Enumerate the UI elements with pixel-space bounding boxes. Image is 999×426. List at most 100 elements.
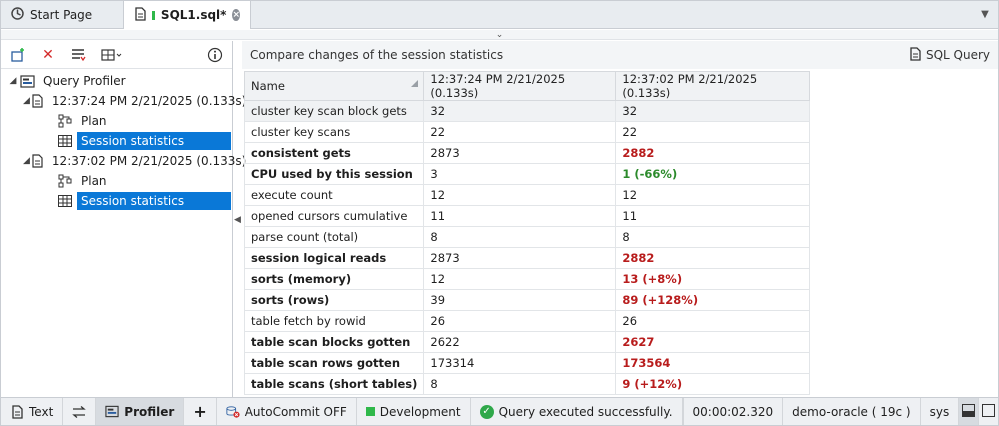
expand-arrow-icon[interactable]: ◢ [23,156,30,166]
cell-run-1[interactable]: 12 [423,184,617,206]
cell-run-1[interactable]: 39 [423,289,617,311]
compare-icon[interactable] [69,46,87,64]
cell-name[interactable]: table scans (short tables) [243,373,425,395]
sql-query-label: SQL Query [925,48,990,62]
cell-run-2[interactable]: 22 [615,121,811,143]
toggle-bottom-panel-button[interactable] [958,398,979,425]
cell-name[interactable]: cluster key scans [243,121,425,143]
tab-start-page[interactable]: Start Page [1,1,123,28]
table-row[interactable]: session logical reads 2873 2882 [243,247,811,269]
cell-run-2-increase[interactable]: 89 (+128%) [615,289,811,311]
cell-name[interactable]: execute count [243,184,425,206]
cell-run-2[interactable]: 11 [615,205,811,227]
cell-run-2[interactable]: 26 [615,310,811,332]
elapsed-time: 00:00:02.320 [682,398,784,425]
cell-name[interactable]: CPU used by this session [243,163,425,185]
tree-run-2-plan[interactable]: Plan [1,171,232,191]
tree-run-2-session-statistics[interactable]: Session statistics [1,191,232,211]
cell-run-1[interactable]: 2873 [423,247,617,269]
cell-run-2[interactable]: 8 [615,226,811,248]
table-row[interactable]: table fetch by rowid 26 26 [243,310,811,332]
tree-run-1-plan-label: Plan [81,114,107,128]
profiler-view-label: Profiler [124,404,175,419]
cell-run-1[interactable]: 32 [423,100,617,122]
expand-arrow-icon[interactable]: ◢ [23,96,30,106]
cell-run-1[interactable]: 22 [423,121,617,143]
collapse-panel-icon[interactable]: ◀ [234,215,241,225]
tree-run-1-plan[interactable]: Plan [1,111,232,131]
cell-run-1[interactable]: 11 [423,205,617,227]
cell-name[interactable]: sorts (memory) [243,268,425,290]
cell-run-1[interactable]: 26 [423,310,617,332]
column-header-run-2[interactable]: 12:37:02 PM 2/21/2025 (0.133s) [615,71,811,101]
table-row[interactable]: parse count (total) 8 8 [243,226,811,248]
tree-run-1[interactable]: ◢ 12:37:24 PM 2/21/2025 (0.133s) [1,91,246,111]
user-info[interactable]: sys [921,398,959,425]
tree-run-1-session-statistics[interactable]: Session statistics [1,131,232,151]
table-row[interactable]: sorts (memory) 12 13 (+8%) [243,268,811,290]
cell-run-2-increase[interactable]: 13 (+8%) [615,268,811,290]
add-view-button[interactable]: + [184,398,217,425]
sort-icon[interactable] [411,80,419,87]
table-row[interactable]: cluster key scan block gets 32 32 [243,100,811,122]
table-row[interactable]: sorts (rows) 39 89 (+128%) [243,289,811,311]
tree-run-2[interactable]: ◢ 12:37:02 PM 2/21/2025 (0.133s) [1,151,246,171]
environment-color-icon [365,407,375,416]
info-icon[interactable] [206,46,224,64]
column-header-name[interactable]: Name [243,71,425,101]
environment-indicator[interactable]: Development [357,398,471,425]
cell-name[interactable]: session logical reads [243,247,425,269]
sql-query-button[interactable]: SQL Query [909,46,990,64]
tab-list-dropdown-icon[interactable]: ▼ [981,9,989,20]
text-view-button[interactable]: Text [1,398,64,425]
cell-run-1[interactable]: 12 [423,268,617,290]
cell-run-2-increase[interactable]: 2627 [615,331,811,353]
table-row[interactable]: table scans (short tables) 8 9 (+12%) [243,373,811,395]
expand-arrow-icon[interactable]: ◢ [9,76,17,86]
tab-sql1[interactable]: SQL1.sql* × [123,1,251,29]
cell-run-1[interactable]: 2873 [423,142,617,164]
maximize-panel-button[interactable] [978,398,998,425]
column-header-run-1[interactable]: 12:37:24 PM 2/21/2025 (0.133s) [423,71,617,101]
cell-run-1[interactable]: 2622 [423,331,617,353]
profiler-tree-panel: ✕ ◢ Query Profiler ◢ [1,41,246,397]
profiler-view-button[interactable]: Profiler [96,398,185,425]
table-row[interactable]: opened cursors cumulative 11 11 [243,205,811,227]
cell-run-1[interactable]: 8 [423,226,617,248]
switch-view-button[interactable] [63,398,97,425]
cell-run-2-decrease[interactable]: 1 (-66%) [615,163,811,185]
table-row[interactable]: table scan rows gotten 173314 173564 [243,352,811,374]
cell-run-2[interactable]: 32 [615,100,811,122]
table-row[interactable]: CPU used by this session 3 1 (-66%) [243,163,811,185]
cell-name[interactable]: table scan rows gotten [243,352,425,374]
connection-info[interactable]: demo-oracle ( 19c ) [783,398,921,425]
new-profiling-icon[interactable] [9,46,27,64]
plus-icon: + [193,402,207,421]
collapse-editor-icon[interactable]: ⌄ [1,30,998,40]
cell-run-2-increase[interactable]: 2882 [615,247,811,269]
cell-run-2-increase[interactable]: 173564 [615,352,811,374]
cell-run-2-increase[interactable]: 2882 [615,142,811,164]
close-tab-icon[interactable]: × [232,9,240,21]
cell-run-2-increase[interactable]: 9 (+12%) [615,373,811,395]
cell-name[interactable]: table scan blocks gotten [243,331,425,353]
table-row[interactable]: cluster key scans 22 22 [243,121,811,143]
cell-name[interactable]: opened cursors cumulative [243,205,425,227]
autocommit-toggle[interactable]: AutoCommit OFF [217,398,357,425]
cell-run-1[interactable]: 8 [423,373,617,395]
table-row[interactable]: execute count 12 12 [243,184,811,206]
cell-run-1[interactable]: 3 [423,163,617,185]
delete-icon[interactable]: ✕ [42,46,54,63]
cell-run-1[interactable]: 173314 [423,352,617,374]
tree-root-query-profiler[interactable]: ◢ Query Profiler [1,71,232,91]
cell-name[interactable]: sorts (rows) [243,289,425,311]
cell-name[interactable]: table fetch by rowid [243,310,425,332]
cell-run-2[interactable]: 12 [615,184,811,206]
cell-name[interactable]: parse count (total) [243,226,425,248]
layout-dropdown-icon[interactable] [99,46,125,64]
table-row[interactable]: table scan blocks gotten 2622 2627 [243,331,811,353]
cell-name[interactable]: consistent gets [243,142,425,164]
document-tab-bar: Start Page SQL1.sql* × ▼ [1,1,998,29]
cell-name[interactable]: cluster key scan block gets [243,100,425,122]
table-row[interactable]: consistent gets 2873 2882 [243,142,811,164]
